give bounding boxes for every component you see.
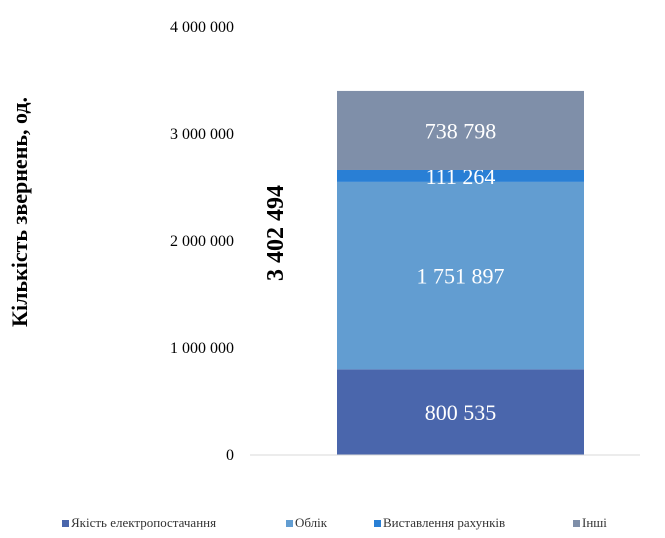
y-axis-ticks: 0 1 000 000 2 000 000 3 000 000 4 000 000 bbox=[170, 19, 234, 464]
y-tick-label: 3 000 000 bbox=[170, 126, 234, 143]
legend-entry: Виставлення рахунків bbox=[383, 515, 505, 530]
legend-swatch bbox=[62, 520, 69, 527]
y-tick-label: 4 000 000 bbox=[170, 19, 234, 36]
segment-data-label: 1 751 897 bbox=[417, 264, 505, 289]
total-label: 3 402 494 bbox=[263, 185, 289, 281]
legend-entry: Інші bbox=[582, 515, 607, 530]
legend-swatch bbox=[286, 520, 293, 527]
legend-entry: Якість електропостачання bbox=[71, 515, 216, 530]
y-tick-label: 0 bbox=[226, 447, 234, 464]
y-tick-label: 1 000 000 bbox=[170, 340, 234, 357]
y-axis-label: Кількість звернень, од. bbox=[7, 97, 32, 327]
legend-swatch bbox=[374, 520, 381, 527]
segment-data-label: 800 535 bbox=[425, 400, 497, 425]
bar-segment bbox=[337, 169, 584, 182]
segment-data-label: 738 798 bbox=[425, 118, 497, 143]
legend-entry: Облік bbox=[295, 515, 328, 530]
y-tick-label: 2 000 000 bbox=[170, 233, 234, 250]
legend-swatch bbox=[573, 520, 580, 527]
legend: Якість електропостачання Облік Виставлення… bbox=[62, 515, 607, 530]
bar-segment bbox=[337, 181, 584, 370]
bar-segment bbox=[337, 90, 584, 170]
bar-segment bbox=[337, 369, 584, 455]
